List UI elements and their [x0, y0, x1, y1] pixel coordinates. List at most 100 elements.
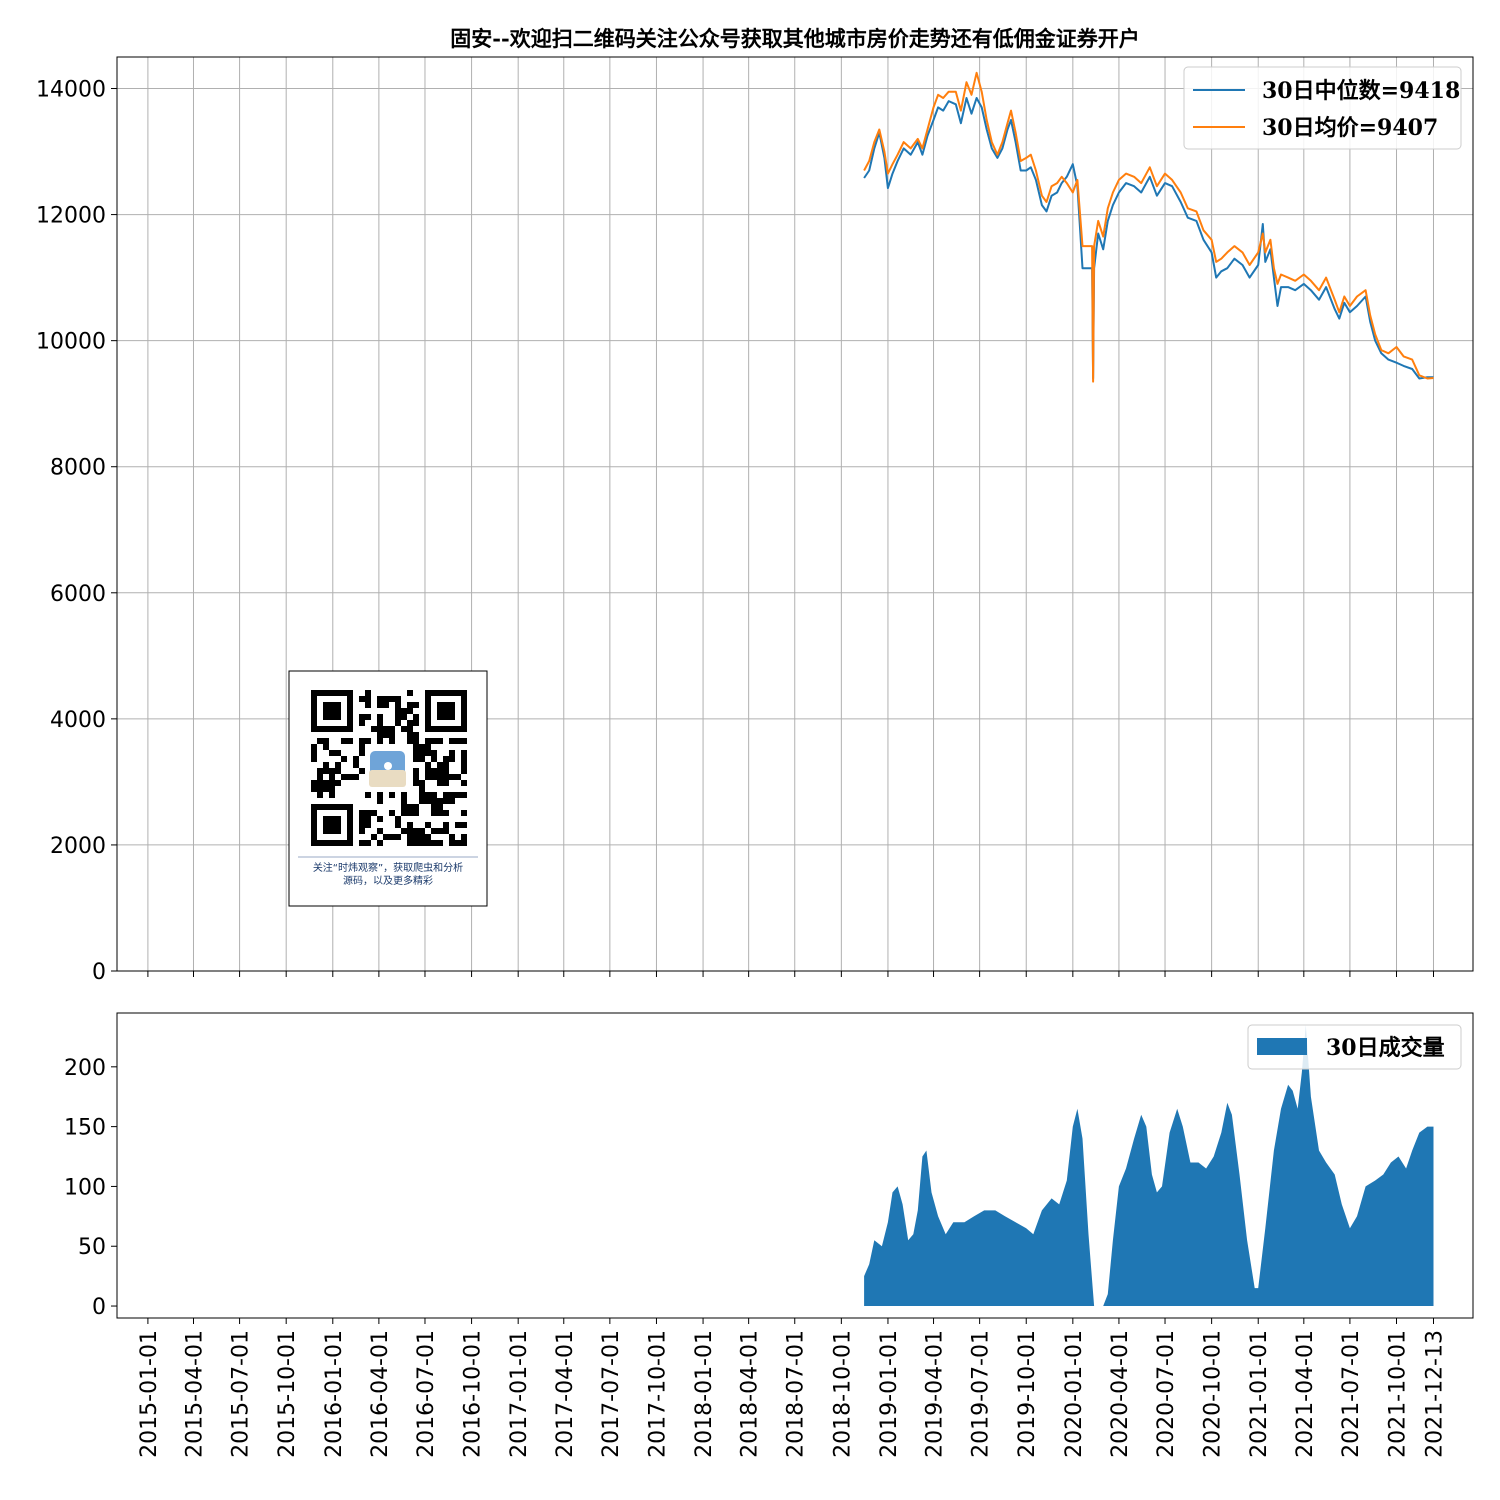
qr-module: [413, 756, 419, 762]
qr-module: [383, 834, 389, 840]
qr-module: [449, 798, 455, 804]
qr-module: [377, 702, 383, 708]
qr-module: [419, 828, 425, 834]
top-axis-ticks: 0 2000 4000 6000 8000 10000 12000 14000: [36, 78, 1434, 985]
qr-module: [413, 714, 419, 720]
qr-module: [389, 792, 395, 798]
qr-module: [383, 726, 389, 732]
qr-code-icon: [311, 690, 467, 846]
qr-module: [443, 798, 449, 804]
qr-module: [461, 738, 467, 744]
qr-module: [437, 810, 443, 816]
bottom-axis-ticks: 2015-01-01 2015-04-01 2015-07-01 2015-10-01…: [64, 1056, 1447, 1458]
qr-module: [431, 804, 437, 810]
qr-module: [425, 744, 431, 750]
qr-module: [461, 750, 467, 756]
qr-module: [329, 768, 335, 774]
qr-module: [431, 750, 437, 756]
legend-patch-volume: [1257, 1038, 1307, 1055]
y-tick-label: 50: [78, 1235, 106, 1260]
qr-module: [431, 810, 437, 816]
qr-module: [413, 702, 419, 708]
qr-module: [455, 822, 461, 828]
y-tick-label: 6000: [50, 582, 106, 607]
qr-module: [443, 810, 449, 816]
qr-module: [413, 744, 419, 750]
qr-finder-center: [323, 702, 341, 720]
qr-module: [419, 834, 425, 840]
x-tick-label: 2017-01-01: [507, 1330, 532, 1458]
qr-module: [425, 768, 431, 774]
qr-module: [437, 780, 443, 786]
qr-module: [389, 732, 395, 738]
qr-module: [461, 822, 467, 828]
x-tick-label: 2015-07-01: [229, 1330, 254, 1458]
qr-module: [407, 690, 413, 696]
x-tick-label: 2021-07-01: [1339, 1330, 1364, 1458]
qr-module: [377, 696, 383, 702]
qr-module: [377, 792, 383, 798]
qr-module: [401, 792, 407, 798]
qr-module: [413, 804, 419, 810]
qr-module: [413, 780, 419, 786]
bottom-legend: 30日成交量: [1247, 1024, 1462, 1070]
qr-module: [437, 840, 443, 846]
x-tick-label: 2018-01-01: [692, 1330, 717, 1458]
qr-module: [383, 702, 389, 708]
qr-module: [329, 780, 335, 786]
qr-module: [311, 750, 317, 756]
qr-module: [425, 762, 431, 768]
chart-title: 固安--欢迎扫二维码关注公众号获取其他城市房价走势还有低佣金证券开户: [450, 26, 1139, 51]
legend-label-average: 30日均价=9407: [1262, 115, 1438, 141]
legend-label-median: 30日中位数=9418: [1262, 78, 1460, 104]
qr-module: [323, 744, 329, 750]
qr-module: [419, 786, 425, 792]
qr-module: [329, 750, 335, 756]
qr-module: [461, 762, 467, 768]
y-tick-label: 12000: [36, 204, 106, 229]
qr-module: [437, 774, 443, 780]
qr-module: [413, 768, 419, 774]
qr-module: [431, 840, 437, 846]
qr-module: [455, 792, 461, 798]
qr-module: [359, 822, 365, 828]
qr-module: [317, 786, 323, 792]
x-tick-label: 2017-07-01: [599, 1330, 624, 1458]
x-tick-label: 2016-07-01: [414, 1330, 439, 1458]
qr-module: [389, 834, 395, 840]
qr-module: [407, 822, 413, 828]
qr-module: [425, 840, 431, 846]
qr-module: [431, 756, 437, 762]
qr-module: [365, 816, 371, 822]
qr-module: [407, 726, 413, 732]
qr-module: [401, 798, 407, 804]
x-tick-label: 2016-10-01: [461, 1330, 486, 1458]
qr-module: [443, 768, 449, 774]
y-tick-label: 10000: [36, 330, 106, 355]
qr-module: [335, 762, 341, 768]
qr-module: [443, 774, 449, 780]
qr-module: [359, 816, 365, 822]
qr-finder-center: [437, 702, 455, 720]
qr-module: [443, 762, 449, 768]
qr-module: [407, 834, 413, 840]
qr-module: [455, 738, 461, 744]
x-tick-label: 2020-04-01: [1108, 1330, 1133, 1458]
qr-module: [449, 738, 455, 744]
qr-module: [461, 810, 467, 816]
qr-module: [419, 750, 425, 756]
qr-module: [461, 780, 467, 786]
qr-module: [365, 690, 371, 696]
qr-module: [377, 714, 383, 720]
qr-module: [401, 714, 407, 720]
y-tick-label: 0: [92, 960, 106, 985]
qr-module: [419, 798, 425, 804]
qr-module: [365, 810, 371, 816]
qr-module: [461, 768, 467, 774]
qr-module: [317, 792, 323, 798]
qr-module: [431, 768, 437, 774]
qr-module: [395, 822, 401, 828]
qr-module: [323, 738, 329, 744]
qr-module: [377, 798, 383, 804]
x-tick-label: 2015-10-01: [275, 1330, 300, 1458]
